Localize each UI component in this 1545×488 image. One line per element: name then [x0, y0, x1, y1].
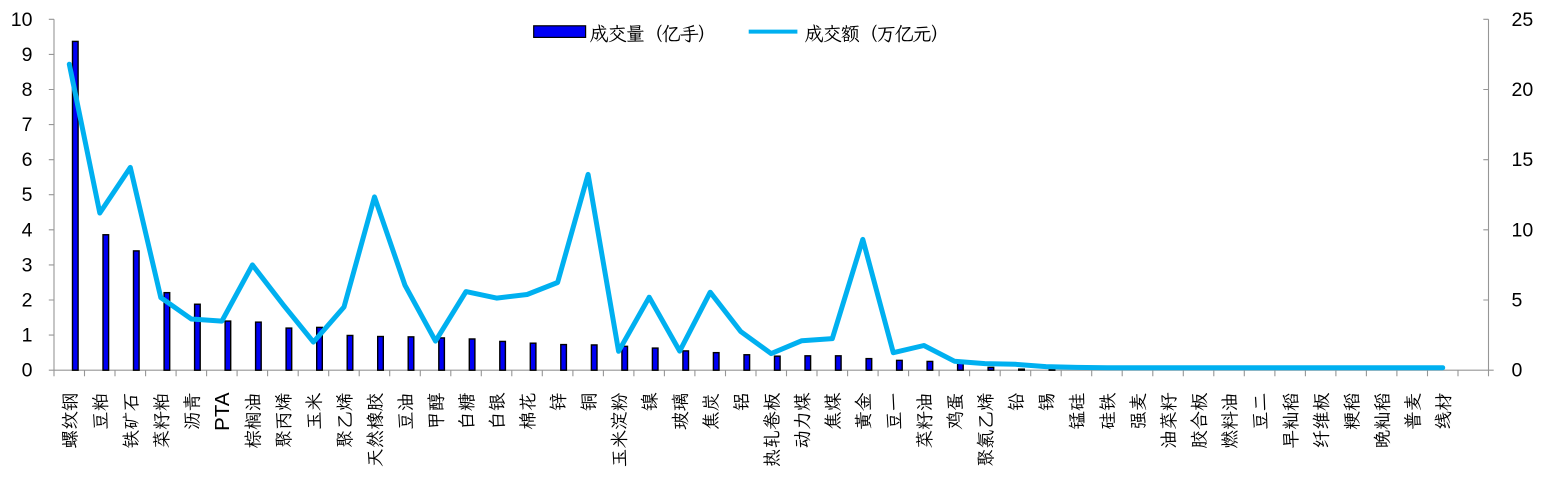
svg-text:5: 5 [22, 184, 33, 206]
svg-text:6: 6 [22, 149, 33, 171]
svg-text:10: 10 [1512, 219, 1534, 241]
svg-text:25: 25 [1512, 9, 1534, 31]
svg-text:PTA: PTA [211, 392, 234, 431]
svg-text:0: 0 [22, 360, 33, 382]
svg-text:20: 20 [1512, 79, 1534, 101]
svg-text:0: 0 [1512, 360, 1523, 382]
svg-text:5: 5 [1512, 290, 1523, 312]
svg-text:2: 2 [22, 290, 33, 312]
svg-text:9: 9 [22, 44, 33, 66]
svg-text:1: 1 [22, 325, 33, 347]
svg-text:15: 15 [1512, 149, 1534, 171]
svg-text:8: 8 [22, 79, 33, 101]
svg-text:4: 4 [22, 219, 33, 241]
svg-text:7: 7 [22, 114, 33, 136]
svg-text:10: 10 [11, 9, 33, 31]
svg-text:3: 3 [22, 254, 33, 276]
